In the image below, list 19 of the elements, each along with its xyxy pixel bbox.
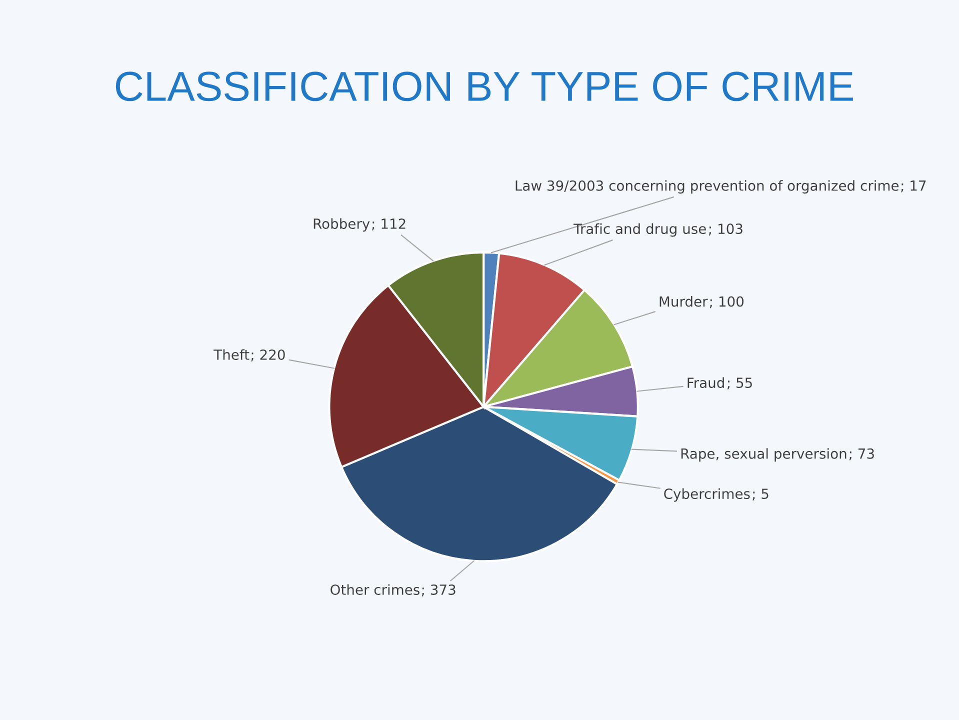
slice-label: Cybercrimes bbox=[664, 488, 750, 502]
data-label: ; 17 bbox=[901, 180, 926, 192]
data-label: ; 55 bbox=[727, 378, 752, 390]
data-label: ; 100 bbox=[710, 296, 744, 308]
data-label: ; 373 bbox=[422, 584, 456, 596]
data-label: ; 112 bbox=[372, 218, 406, 230]
chart-title: CLASSIFICATION BY TYPE OF CRIME bbox=[116, 72, 853, 102]
slice-label: Trafic and drug use bbox=[573, 223, 706, 237]
slice-label: Law 39/2003 concerning prevention of organized crime bbox=[516, 180, 899, 194]
slice-label: Fraud bbox=[688, 377, 724, 388]
slice-label: Rape, sexual perversion bbox=[681, 448, 846, 462]
slice-label: Other crimes bbox=[330, 584, 420, 595]
slice-label: Theft bbox=[214, 349, 250, 360]
data-label: ; 5 bbox=[752, 488, 768, 500]
data-label: ; 220 bbox=[251, 349, 285, 362]
data-label: ; 73 bbox=[849, 448, 874, 460]
data-label: ; 103 bbox=[708, 224, 742, 236]
slice-label: Murder bbox=[660, 296, 708, 307]
slice-label: Robbery bbox=[314, 218, 370, 232]
